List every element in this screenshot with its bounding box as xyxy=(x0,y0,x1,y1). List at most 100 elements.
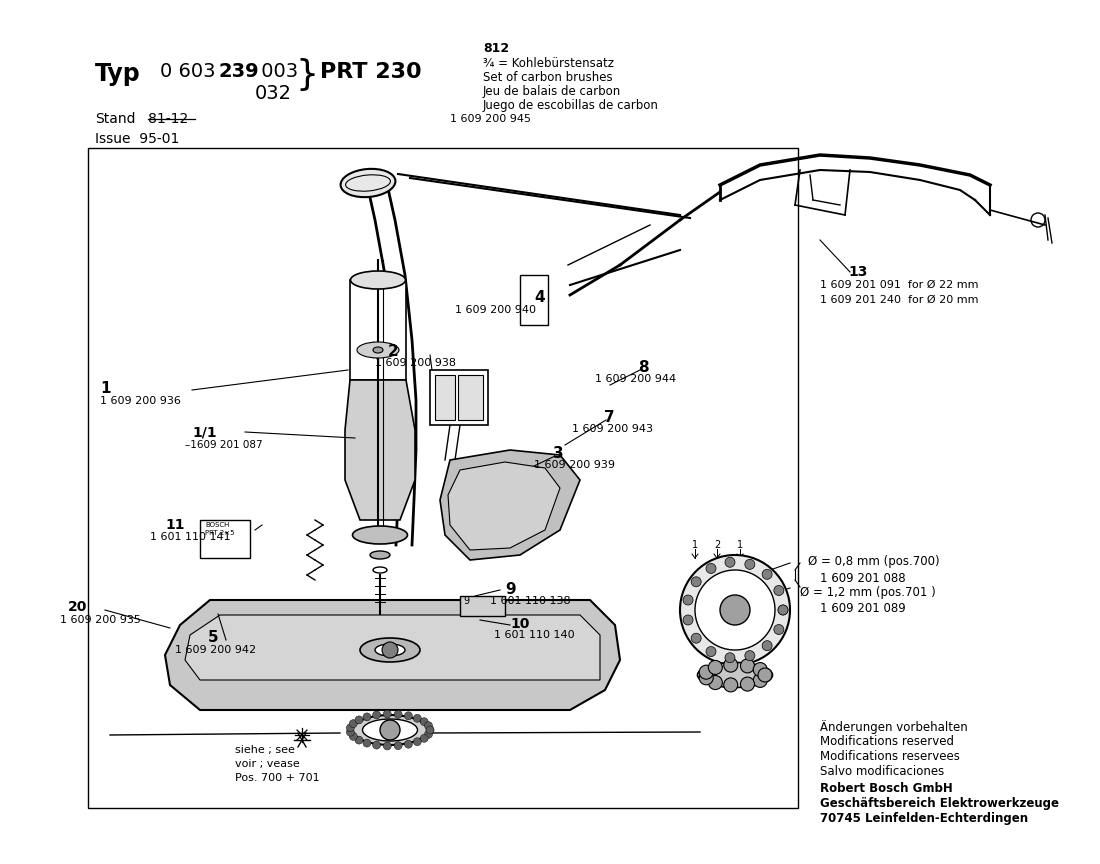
Circle shape xyxy=(683,595,693,605)
Text: 1 609 201 088: 1 609 201 088 xyxy=(820,572,905,585)
Circle shape xyxy=(355,716,363,724)
Ellipse shape xyxy=(360,638,420,662)
Text: 70745 Leinfelden-Echterdingen: 70745 Leinfelden-Echterdingen xyxy=(820,812,1028,825)
Bar xyxy=(200,520,250,558)
Text: siehe ; see: siehe ; see xyxy=(235,745,295,755)
Circle shape xyxy=(691,577,701,587)
Ellipse shape xyxy=(697,663,772,688)
Circle shape xyxy=(420,718,428,726)
Circle shape xyxy=(414,715,421,722)
Circle shape xyxy=(383,742,392,750)
Circle shape xyxy=(382,642,398,658)
Text: 1 601 110 141: 1 601 110 141 xyxy=(150,532,231,542)
Text: 1 609 200 943: 1 609 200 943 xyxy=(572,424,653,434)
Text: Pos. 700 + 701: Pos. 700 + 701 xyxy=(235,773,320,783)
Circle shape xyxy=(758,668,772,682)
Circle shape xyxy=(420,734,428,742)
Bar xyxy=(460,596,505,616)
Circle shape xyxy=(363,739,371,747)
Text: 1 601 110 140: 1 601 110 140 xyxy=(494,630,574,640)
Circle shape xyxy=(355,736,363,744)
Text: Jeu de balais de carbon: Jeu de balais de carbon xyxy=(483,85,621,98)
Circle shape xyxy=(405,740,412,748)
Circle shape xyxy=(745,651,755,661)
Text: Ø = 0,8 mm (pos.700): Ø = 0,8 mm (pos.700) xyxy=(808,555,939,568)
Text: 20: 20 xyxy=(68,600,87,614)
Text: 5: 5 xyxy=(208,630,219,645)
Ellipse shape xyxy=(363,719,418,741)
Text: Robert Bosch GmbH: Robert Bosch GmbH xyxy=(820,782,953,795)
Circle shape xyxy=(778,605,788,615)
Circle shape xyxy=(774,625,784,634)
Ellipse shape xyxy=(351,271,406,289)
Circle shape xyxy=(394,710,403,718)
Circle shape xyxy=(774,586,784,595)
Text: 1: 1 xyxy=(692,540,698,550)
Circle shape xyxy=(414,738,421,746)
Text: Stand: Stand xyxy=(95,112,135,126)
Text: 1 609 200 940: 1 609 200 940 xyxy=(455,305,536,315)
Text: 81-12: 81-12 xyxy=(148,112,188,126)
Text: 003: 003 xyxy=(255,62,298,81)
Text: 1 609 201 091  for Ø 22 mm: 1 609 201 091 for Ø 22 mm xyxy=(820,280,979,290)
Ellipse shape xyxy=(375,644,405,656)
Bar xyxy=(88,148,798,808)
Circle shape xyxy=(740,659,755,673)
Text: 10: 10 xyxy=(510,617,529,631)
Ellipse shape xyxy=(352,715,428,745)
Text: 032: 032 xyxy=(255,84,292,103)
Circle shape xyxy=(350,733,358,740)
Circle shape xyxy=(758,668,772,682)
Circle shape xyxy=(383,710,392,718)
Text: 239: 239 xyxy=(218,62,258,81)
Text: Modifications reserved: Modifications reserved xyxy=(820,735,954,748)
Ellipse shape xyxy=(370,551,390,559)
Circle shape xyxy=(720,595,750,625)
Text: 1 609 200 942: 1 609 200 942 xyxy=(175,645,256,655)
Text: 2: 2 xyxy=(388,344,398,359)
Circle shape xyxy=(695,570,776,650)
Text: 13: 13 xyxy=(848,265,868,279)
Text: 1 609 201 089: 1 609 201 089 xyxy=(820,602,905,615)
Text: 4: 4 xyxy=(534,290,544,305)
Circle shape xyxy=(426,726,434,734)
Circle shape xyxy=(706,563,716,574)
Circle shape xyxy=(745,559,755,569)
Text: 8: 8 xyxy=(638,360,649,375)
Circle shape xyxy=(706,646,716,657)
Text: Set of carbon brushes: Set of carbon brushes xyxy=(483,71,613,84)
Circle shape xyxy=(700,665,713,679)
Circle shape xyxy=(363,713,371,721)
Circle shape xyxy=(700,670,713,685)
Text: 1 609 200 944: 1 609 200 944 xyxy=(595,374,676,384)
Circle shape xyxy=(379,720,400,740)
Text: 1 609 200 939: 1 609 200 939 xyxy=(534,460,615,470)
Circle shape xyxy=(425,721,432,730)
Text: Issue  95-01: Issue 95-01 xyxy=(95,132,179,146)
Polygon shape xyxy=(440,450,580,560)
Circle shape xyxy=(725,652,735,663)
Text: voir ; vease: voir ; vease xyxy=(235,759,299,769)
Circle shape xyxy=(346,728,354,736)
Text: 1 609 200 936: 1 609 200 936 xyxy=(100,396,180,406)
Circle shape xyxy=(762,569,772,580)
Circle shape xyxy=(724,658,738,672)
Circle shape xyxy=(346,724,354,732)
Circle shape xyxy=(708,660,723,675)
Circle shape xyxy=(754,663,767,677)
Bar xyxy=(520,275,548,325)
Text: PRT 2×5: PRT 2×5 xyxy=(205,530,234,536)
Circle shape xyxy=(680,555,790,665)
Text: }: } xyxy=(295,58,318,92)
Ellipse shape xyxy=(358,342,399,358)
Text: PRT 230: PRT 230 xyxy=(320,62,421,82)
Text: Modifications reservees: Modifications reservees xyxy=(820,750,960,763)
Polygon shape xyxy=(345,380,415,520)
Circle shape xyxy=(373,741,381,749)
Text: 1: 1 xyxy=(100,381,110,396)
Ellipse shape xyxy=(352,526,407,544)
Circle shape xyxy=(740,677,755,691)
Ellipse shape xyxy=(341,168,395,197)
Text: Juego de escobillas de carbon: Juego de escobillas de carbon xyxy=(483,99,659,112)
Circle shape xyxy=(725,557,735,568)
